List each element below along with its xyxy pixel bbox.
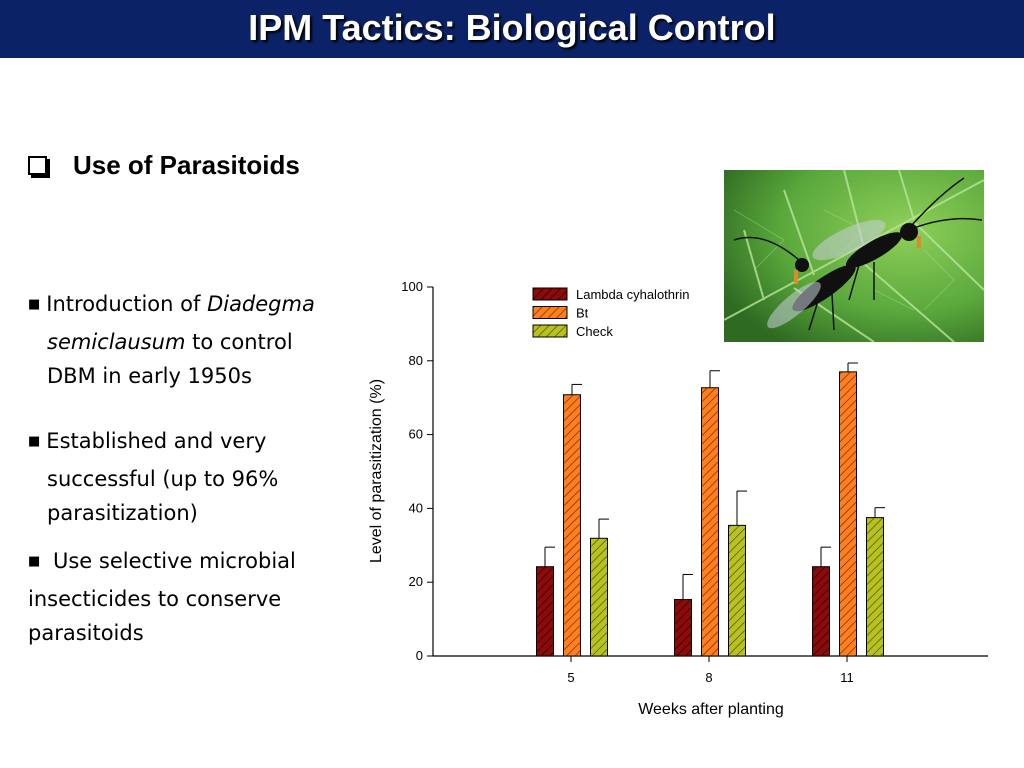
- x-tick-label: 11: [840, 670, 854, 685]
- bar-lambda-cyhalothrin-week-5: [536, 566, 554, 657]
- bullet-established: ■ Established and very successful (up to …: [28, 424, 368, 530]
- bar-check-week-8: [728, 524, 746, 657]
- y-axis-label: Level of parasitization (%): [368, 379, 385, 563]
- section-heading: Use of Parasitoids: [28, 148, 300, 182]
- y-tick-label: 80: [409, 353, 423, 368]
- bar-bt-week-8: [701, 387, 719, 657]
- bullet-3-line-1: Use selective microbial: [46, 549, 296, 573]
- bullet-3-line-2: insecticides to conserve: [28, 587, 282, 611]
- legend-label: Lambda cyhalothrin: [576, 287, 689, 302]
- bar-lambda-cyhalothrin-week-8: [674, 599, 692, 657]
- bullet-1-italic-a: Diadegma: [207, 292, 315, 316]
- bar-bt-week-11: [839, 371, 857, 657]
- square-bullet-icon: ■: [28, 554, 41, 569]
- legend-swatch: [532, 306, 568, 319]
- bullet-2-line-3: parasitization): [47, 501, 198, 525]
- square-bullet-icon: ■: [28, 297, 41, 312]
- x-axis-label: Weeks after planting: [638, 701, 784, 718]
- bullet-1-line-2: semiclausum to control: [28, 325, 368, 359]
- bar-lambda-cyhalothrin-week-11: [812, 566, 830, 657]
- slide-title: IPM Tactics: Biological Control: [248, 7, 776, 48]
- bar-check-week-5: [590, 537, 608, 657]
- bar-bt-week-5: [563, 394, 581, 657]
- x-tick-label: 8: [705, 670, 712, 685]
- bullet-introduction: ■ Introduction of Diadegma semiclausum to…: [28, 287, 368, 393]
- legend-swatch: [532, 324, 568, 338]
- legend-label: Check: [576, 324, 613, 339]
- square-bullet-icon: ■: [28, 434, 41, 449]
- section-title: Use of Parasitoids: [73, 149, 300, 180]
- checkbox-icon: [28, 155, 47, 175]
- bullet-3-line-3: parasitoids: [28, 621, 144, 645]
- bullet-1-italic-b: semiclausum: [47, 330, 186, 354]
- bullet-2-line-1: Established and very: [46, 429, 267, 453]
- title-bar: IPM Tactics: Biological Control: [0, 0, 1024, 58]
- bar-check-week-11: [866, 517, 884, 657]
- bullet-1-line-3: DBM in early 1950s: [47, 364, 252, 388]
- bullet-2-line-2: successful (up to 96%: [47, 467, 279, 491]
- y-tick-label: 20: [409, 574, 423, 589]
- bullet-1-text-a: Introduction of: [46, 292, 208, 316]
- y-tick-label: 0: [416, 648, 423, 663]
- y-tick-label: 100: [401, 279, 423, 294]
- bullet-selective-insecticides: ■ Use selective microbial insecticides t…: [28, 544, 368, 650]
- legend-label: Bt: [576, 306, 589, 321]
- legend-swatch: [532, 287, 568, 301]
- bullet-1-text-b: to control: [185, 330, 293, 354]
- y-tick-label: 60: [409, 427, 423, 442]
- y-tick-label: 40: [409, 500, 423, 515]
- wasp-on-leaf-photo: [724, 170, 984, 342]
- x-tick-label: 5: [567, 670, 574, 685]
